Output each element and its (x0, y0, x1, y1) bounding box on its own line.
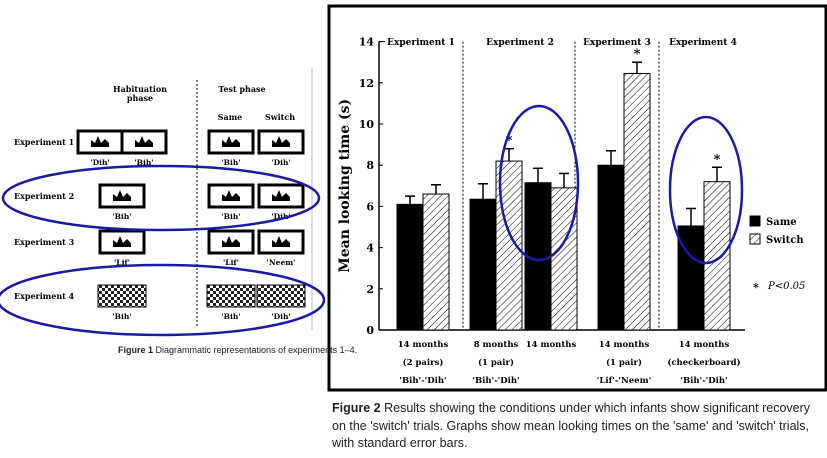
figure-2-caption-label: Figure 2 (332, 401, 381, 415)
bar-same (597, 164, 625, 331)
switch-test-stimulus-stimulus-icon (272, 136, 290, 147)
habituation-stimulus-label: 'Bih' (112, 212, 131, 221)
switch-test-stimulus-label: 'Dih' (271, 158, 290, 167)
significance-legend-note: P<0.05 (767, 281, 805, 292)
x-category-label: 'Bih'-'Dih' (680, 376, 727, 386)
bar-same (524, 182, 552, 331)
switch-header: Switch (265, 112, 295, 122)
habituation-stimulus-label: 'Dih' (90, 158, 109, 167)
x-category-label: (checkerboard) (667, 357, 740, 368)
switch-test-stimulus-label: 'Dih' (271, 312, 290, 321)
y-tick-label: 4 (366, 242, 374, 255)
habituation-stimulus-stimulus-icon (135, 136, 153, 147)
bar-switch (422, 193, 450, 331)
same-test-stimulus-stimulus-icon (222, 136, 240, 147)
bars: * * * (396, 47, 731, 331)
bar-same (469, 198, 497, 331)
y-tick-label: 10 (359, 118, 375, 131)
experiment-label: Experiment 3 (583, 38, 651, 48)
significance-asterisk: * (506, 134, 513, 149)
habituation-stimulus-label: 'Bih' (134, 158, 153, 167)
figure-2-chart: 0 2 4 6 8 10 12 14 Mean looking time (s) * * * 14 … (337, 36, 805, 386)
experiment-label: Experiment 2 (486, 38, 554, 48)
figure-2-caption-text: Results showing the conditions under whi… (332, 401, 811, 450)
x-category-label: (1 pair) (478, 357, 514, 368)
habituation-stimulus-label: 'Bih' (112, 312, 131, 321)
experiment-row-label: Experiment 2 (14, 191, 74, 201)
y-tick-label: 14 (359, 36, 375, 49)
bar-same (396, 203, 424, 331)
x-category-label: 8 months (474, 340, 519, 350)
x-category-label: 'Bih'-'Dih' (472, 376, 519, 386)
y-tick-label: 0 (366, 324, 374, 337)
figure-2-caption: Figure 2 Results showing the conditions … (332, 400, 824, 453)
x-category-label: 14 months (398, 340, 449, 350)
highlight-ellipse-experiment-2 (1, 164, 321, 232)
figure-1-caption-text: Diagrammatic representations of experime… (153, 345, 358, 355)
habituation-stimulus-stimulus-icon (91, 136, 109, 147)
y-axis: 0 2 4 6 8 10 12 14 Mean looking time (s) (337, 36, 745, 337)
same-test-stimulus-label: 'Bih' (221, 158, 240, 167)
y-axis-label: Mean looking time (s) (337, 99, 353, 273)
legend-swatch-same (749, 215, 761, 227)
switch-test-stimulus-stimulus-icon (272, 236, 290, 247)
figure-1-caption: Figure 1 Diagrammatic representations of… (118, 345, 357, 355)
experiment-label: Experiment 1 (387, 38, 455, 48)
habituation-stimulus-label: 'Lif' (114, 258, 130, 267)
x-category-label: 14 months (526, 340, 577, 350)
x-category-label: 14 months (679, 340, 730, 350)
y-tick-label: 8 (366, 159, 374, 172)
experiment-row-label: Experiment 4 (14, 291, 75, 301)
bar-switch (550, 187, 578, 331)
highlight-ellipse-experiment-2-14mo (498, 104, 580, 262)
same-test-stimulus-stimulus-icon (222, 236, 240, 247)
habituation-header-line1: Habituation (113, 84, 167, 94)
experiment-row-label: Experiment 1 (14, 137, 74, 147)
legend-label-switch: Switch (766, 235, 804, 246)
same-test-stimulus-label: 'Bih' (221, 212, 240, 221)
experiment-row-label: Experiment 3 (14, 237, 75, 247)
highlight-ellipse-experiment-4 (0, 263, 326, 337)
experiment-labels: Experiment 1 Experiment 2 Experiment 3 Expe… (387, 38, 737, 48)
figure-1-diagram: Habituation phase Test phase Same Switch… (0, 68, 326, 337)
bar-switch (623, 73, 651, 331)
figure-1-caption-label: Figure 1 (118, 345, 154, 355)
y-tick-label: 6 (366, 200, 374, 213)
experiment-label: Experiment 4 (669, 38, 737, 48)
same-test-stimulus-label: 'Bih' (221, 312, 240, 321)
habituation-header-line2: phase (127, 93, 153, 103)
significance-legend-star: * (753, 281, 759, 294)
switch-test-stimulus-label: 'Neem' (267, 258, 296, 267)
same-header: Same (218, 112, 243, 122)
test-phase-header: Test phase (218, 84, 265, 94)
legend: Same Switch * P<0.05 (749, 215, 805, 294)
same-test-stimulus-checkerboard (206, 284, 256, 308)
significance-asterisk: * (714, 152, 721, 167)
legend-label-same: Same (766, 217, 797, 228)
habituation-stimulus-stimulus-icon (113, 190, 131, 201)
same-test-stimulus-stimulus-icon (222, 190, 240, 201)
x-category-label: 'Bih'-'Dih' (399, 376, 446, 386)
significance-asterisk: * (634, 47, 641, 62)
switch-test-stimulus-stimulus-icon (272, 190, 290, 201)
legend-swatch-switch (749, 233, 761, 245)
highlight-ellipse-experiment-4 (668, 115, 744, 265)
switch-test-stimulus-checkerboard (256, 284, 306, 308)
x-category-label: (1 pair) (606, 357, 642, 368)
habituation-stimulus-stimulus-icon (113, 236, 131, 247)
y-tick-label: 2 (366, 283, 374, 296)
x-category-label: 14 months (599, 340, 650, 350)
figure-1-rows: Experiment 1 'Dih' 'Bih' 'Bih' 'Dih' Experime… (14, 129, 306, 321)
x-category-label: 'Lif'-'Neem' (597, 376, 651, 386)
same-test-stimulus-label: 'Lif' (223, 258, 239, 267)
x-labels: 14 months (2 pairs) 'Bih'-'Dih' 8 months (1 … (398, 340, 741, 386)
bar-switch (703, 181, 731, 331)
switch-test-stimulus-label: 'Dih' (271, 212, 290, 221)
habituation-stimulus-checkerboard (97, 284, 147, 308)
x-category-label: (2 pairs) (403, 357, 444, 368)
y-tick-label: 12 (359, 77, 374, 90)
